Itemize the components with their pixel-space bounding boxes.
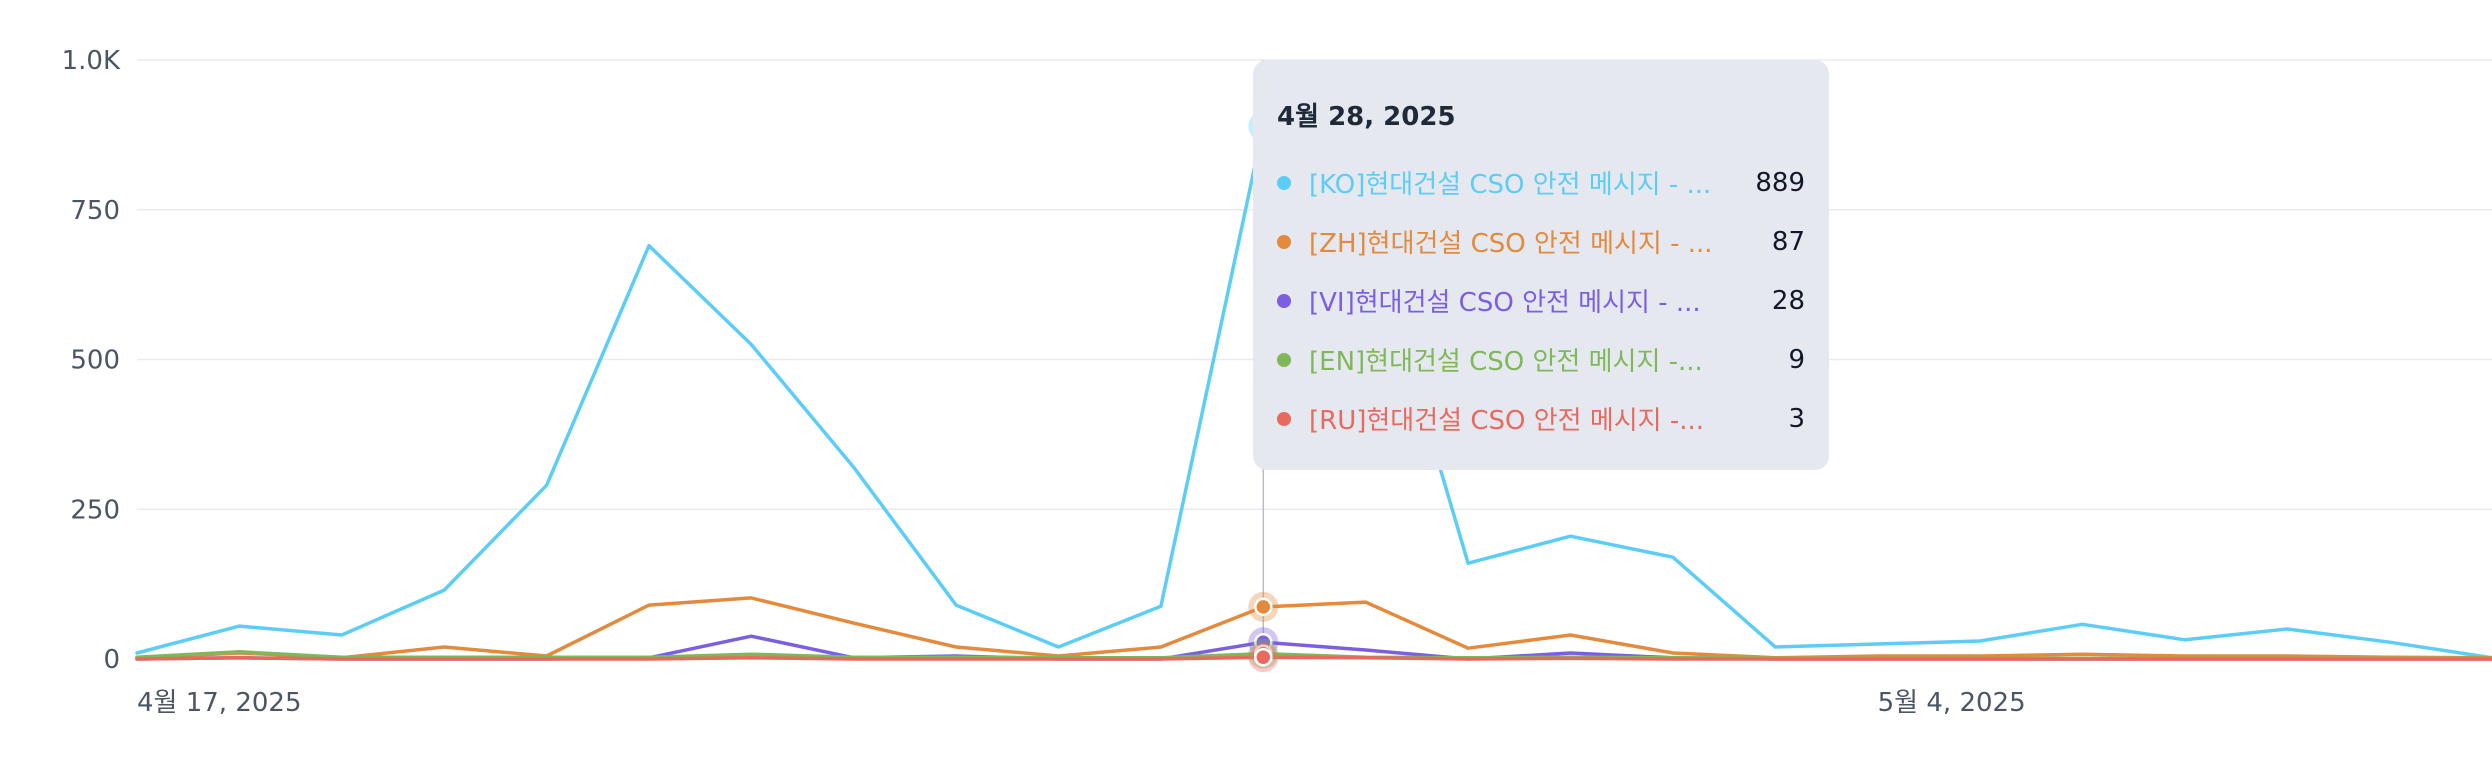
- tooltip-series-value: 3: [1788, 403, 1805, 434]
- y-tick-label: 0: [103, 645, 120, 675]
- tooltip-series-value: 9: [1788, 344, 1805, 375]
- tooltip-row: [VI]현대건설 CSO 안전 메시지 - ... 28: [1277, 271, 1805, 330]
- tooltip-date: 4월 28, 2025: [1277, 102, 1456, 132]
- legend-dot: [1277, 175, 1291, 190]
- tooltip-row: [ZH]현대건설 CSO 안전 메시지 - ... 87: [1277, 212, 1805, 271]
- tooltip-series-label: [RU]현대건설 CSO 안전 메시지 -...: [1309, 406, 1705, 436]
- tooltip-series-value: 889: [1755, 167, 1805, 198]
- tooltip-series-value: 28: [1771, 285, 1805, 316]
- y-tick-label: 250: [70, 495, 120, 525]
- tooltip-row: [EN]현대건설 CSO 안전 메시지 -... 9: [1277, 330, 1805, 389]
- series-line: [135, 655, 2492, 661]
- series-line: [135, 596, 2492, 660]
- tooltip-series-label: [EN]현대건설 CSO 안전 메시지 -...: [1309, 347, 1703, 377]
- tooltip-series-label: [VI]현대건설 CSO 안전 메시지 - ...: [1309, 288, 1701, 318]
- y-tick-label: 500: [70, 346, 120, 376]
- x-tick-label: 4월 17, 2025: [137, 688, 302, 718]
- tooltip-row: [RU]현대건설 CSO 안전 메시지 -... 3: [1277, 389, 1805, 448]
- y-tick-label: 750: [70, 196, 120, 226]
- hover-point: [1254, 597, 1273, 617]
- x-tick-label: 5월 4, 2025: [1878, 688, 2026, 718]
- legend-dot: [1277, 234, 1291, 249]
- legend-dot: [1277, 352, 1291, 367]
- tooltip-series-label: [ZH]현대건설 CSO 안전 메시지 - ...: [1309, 229, 1713, 259]
- tooltip-series-label: [KO]현대건설 CSO 안전 메시지 - ...: [1309, 170, 1712, 200]
- axes: 0 250 500 750 1.0K 4월 17, 2025 5월 4, 2025: [62, 46, 2026, 718]
- chart-tooltip: 4월 28, 2025 [KO]현대건설 CSO 안전 메시지 - ... 88…: [1253, 60, 1829, 470]
- tooltip-row: [KO]현대건설 CSO 안전 메시지 - ... 889: [1277, 153, 1805, 212]
- y-tick-label: 1.0K: [62, 46, 121, 76]
- hover-point: [1254, 647, 1273, 667]
- legend-dot: [1277, 293, 1291, 308]
- tooltip-series-value: 87: [1771, 226, 1805, 257]
- legend-dot: [1277, 411, 1291, 426]
